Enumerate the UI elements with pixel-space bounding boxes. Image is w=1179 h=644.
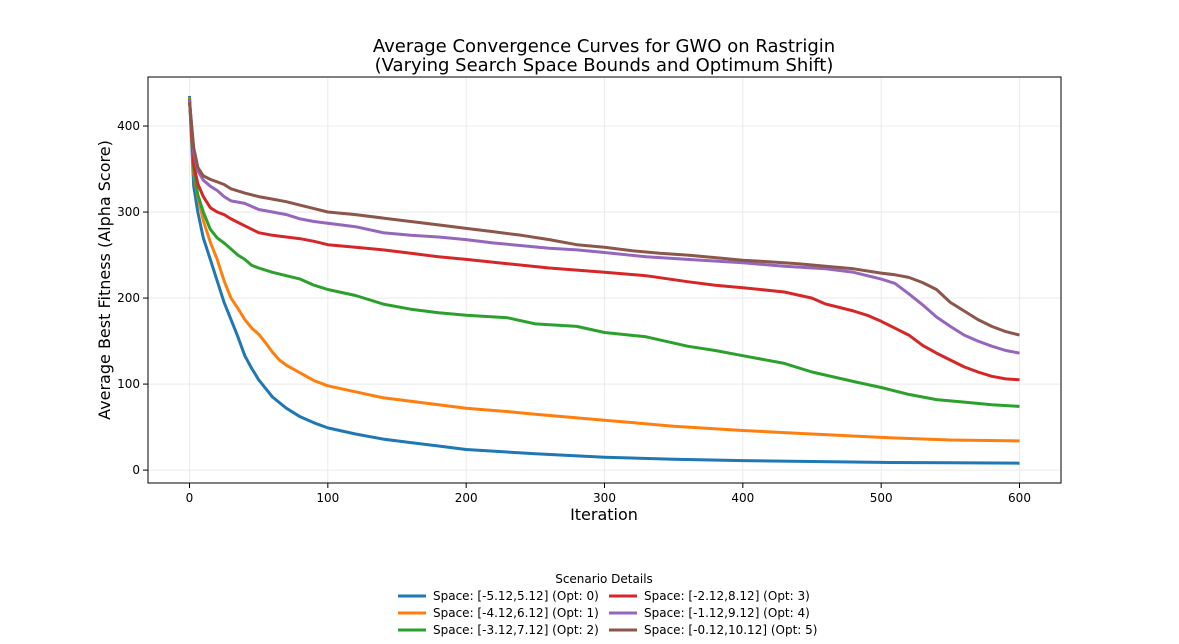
x-tick-label: 600 — [1008, 491, 1031, 505]
x-tick-label: 100 — [316, 491, 339, 505]
y-tick-label: 400 — [117, 119, 140, 133]
legend-entry-2: Space: [-4.12,6.12] (Opt: 1) — [433, 606, 599, 620]
grid — [148, 77, 1061, 483]
series-line-1 — [188, 95, 1020, 465]
series-line-6 — [188, 101, 1020, 337]
x-axis-label: Iteration — [570, 505, 638, 524]
series-line-3 — [188, 98, 1020, 408]
chart-title: Average Convergence Curves for GWO on Ra… — [373, 36, 835, 57]
y-tick-label: 0 — [132, 463, 140, 477]
legend-entry-4: Space: [-2.12,8.12] (Opt: 3) — [644, 589, 810, 603]
x-tick-label: 0 — [186, 491, 194, 505]
x-tick-label: 400 — [731, 491, 754, 505]
legend-entry-6: Space: [-0.12,10.12] (Opt: 5) — [644, 623, 817, 637]
y-tick-label: 100 — [117, 377, 140, 391]
legend: Space: [-5.12,5.12] (Opt: 0) Space: [-4.1… — [398, 589, 817, 637]
x-tick-label: 300 — [593, 491, 616, 505]
series-line-2 — [188, 97, 1020, 443]
y-tick-label: 200 — [117, 291, 140, 305]
series-line-4 — [188, 100, 1020, 382]
legend-entry-5: Space: [-1.12,9.12] (Opt: 4) — [644, 606, 810, 620]
y-tick-label: 300 — [117, 205, 140, 219]
legend-entry-1: Space: [-5.12,5.12] (Opt: 0) — [433, 589, 599, 603]
series-line-5 — [188, 100, 1020, 355]
x-tick-label: 200 — [455, 491, 478, 505]
x-tick-label: 500 — [870, 491, 893, 505]
legend-entry-3: Space: [-3.12,7.12] (Opt: 2) — [433, 623, 599, 637]
axis-ticks: 0 100 200 300 400 500 600 0 100 200 300 400 — [117, 119, 1031, 505]
series-lines — [188, 95, 1020, 465]
legend-title: Scenario Details — [555, 572, 653, 586]
y-axis-label: Average Best Fitness (Alpha Score) — [95, 140, 114, 420]
chart-subtitle: (Varying Search Space Bounds and Optimum… — [375, 55, 834, 76]
